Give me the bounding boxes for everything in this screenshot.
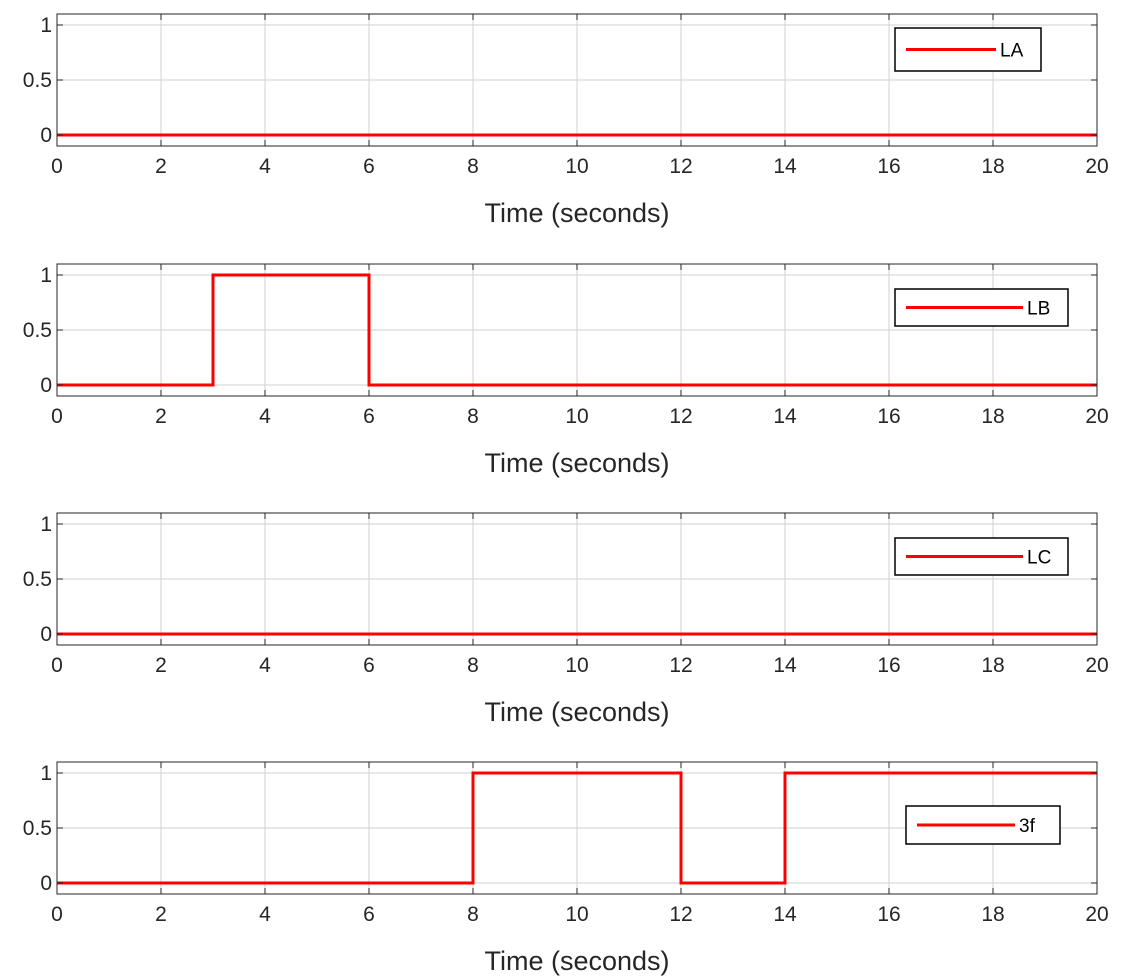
x-tick-label: 12 [669,903,692,926]
x-tick-label: 16 [877,405,900,428]
chart-panel-3: 0 2 4 6 8 10 12 14 16 18 20 0 0.5 1 Time (seconds) LC [23,512,1109,727]
series-line-LB [57,273,1097,387]
chart-panel-2: 0 2 4 6 8 10 12 14 16 18 20 0 0.5 1 Time (seconds) LB [23,263,1109,478]
x-tick-label: 0 [51,155,63,178]
x-tick-label: 20 [1085,903,1108,926]
x-tick-label: 8 [467,405,479,428]
x-tick-label: 6 [363,405,375,428]
x-tick-label: 6 [363,654,375,677]
x-tick-label: 6 [363,903,375,926]
x-tick-label: 12 [669,405,692,428]
x-tick-label: 6 [363,155,375,178]
y-tick-label: 1 [40,264,52,287]
x-tick-label: 2 [155,155,167,178]
y-tick-label: 0 [40,872,52,895]
y-tick-label: 0 [40,623,52,646]
x-tick-label: 18 [981,405,1004,428]
x-tick-label: 4 [259,903,271,926]
legend-label: LC [1027,548,1051,569]
x-tick-label: 20 [1085,654,1108,677]
x-tick-label: 2 [155,903,167,926]
x-axis-label: Time (seconds) [484,946,669,976]
x-tick-label: 8 [467,654,479,677]
x-tick-label: 14 [773,155,797,178]
y-tick-label: 0 [40,374,52,397]
x-tick-label: 16 [877,155,900,178]
chart-panel-1: 0 2 4 6 8 10 12 14 16 18 20 0 0.5 1 Time (seconds) LA [23,13,1109,228]
x-tick-label: 14 [773,903,797,926]
x-tick-label: 8 [467,903,479,926]
y-tick-label: 1 [40,762,52,785]
legend: 3f [905,805,1061,845]
x-axis-label: Time (seconds) [484,198,669,228]
legend-label: 3f [1019,816,1036,837]
x-tick-label: 18 [981,654,1004,677]
y-tick-label: 1 [40,14,52,37]
y-tick-label: 0.5 [23,568,52,591]
x-tick-label: 0 [51,405,63,428]
x-tick-label: 16 [877,654,900,677]
x-tick-label: 14 [773,405,797,428]
x-tick-label: 10 [565,903,588,926]
y-tick-label: 0.5 [23,69,52,92]
series-line-3f [57,771,1097,885]
x-tick-label: 4 [259,155,271,178]
x-tick-label: 2 [155,654,167,677]
x-tick-label: 16 [877,903,900,926]
x-tick-label: 18 [981,903,1004,926]
legend-label: LA [1000,41,1024,62]
x-axis-label: Time (seconds) [484,448,669,478]
x-tick-label: 4 [259,405,271,428]
chart-panel-4: 0 2 4 6 8 10 12 14 16 18 20 0 0.5 1 Time (seconds) 3f [23,761,1109,976]
x-tick-label: 10 [565,155,588,178]
x-tick-label: 0 [51,654,63,677]
y-tick-label: 0.5 [23,319,52,342]
y-tick-label: 1 [40,513,52,536]
legend: LA [894,27,1042,72]
y-tick-label: 0.5 [23,817,52,840]
x-tick-label: 0 [51,903,63,926]
x-tick-label: 18 [981,155,1004,178]
x-tick-label: 12 [669,654,692,677]
legend: LB [894,288,1069,327]
x-tick-label: 2 [155,405,167,428]
x-tick-label: 12 [669,155,692,178]
x-tick-label: 10 [565,654,588,677]
x-tick-label: 8 [467,155,479,178]
y-tick-label: 0 [40,124,52,147]
x-axis-label: Time (seconds) [484,697,669,727]
x-tick-label: 10 [565,405,588,428]
x-tick-label: 20 [1085,155,1108,178]
x-tick-label: 20 [1085,405,1108,428]
legend: LC [894,537,1069,576]
x-tick-label: 14 [773,654,797,677]
legend-label: LB [1027,299,1050,320]
x-tick-label: 4 [259,654,271,677]
